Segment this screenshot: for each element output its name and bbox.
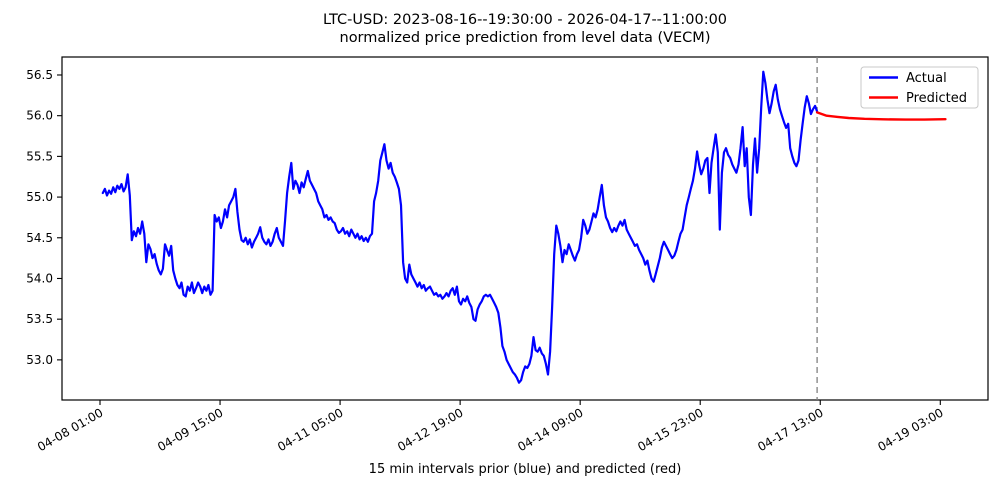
y-tick-label: 56.5 <box>26 68 53 82</box>
legend: Actual Predicted <box>860 66 979 109</box>
y-tick-label: 53.5 <box>26 312 53 326</box>
x-tick-label: 04-14 09:00 <box>515 405 585 454</box>
y-tick-label: 54.0 <box>26 271 53 285</box>
y-tick-label: 55.0 <box>26 190 53 204</box>
legend-entry-actual: Actual <box>869 71 947 86</box>
legend-label: Predicted <box>906 91 967 106</box>
plot-border <box>61 56 989 401</box>
legend-entry-predicted: Predicted <box>869 91 967 106</box>
actual-series-line <box>101 70 819 384</box>
y-tick-label: 55.5 <box>26 149 53 163</box>
x-tick-label: 04-15 23:00 <box>635 405 705 454</box>
x-tick-label: 04-12 19:00 <box>395 405 465 454</box>
predicted-series-line <box>815 111 947 121</box>
y-tick-label: 54.5 <box>26 231 53 245</box>
x-tick-label: 04-11 05:00 <box>275 405 345 454</box>
y-tick-label: 56.0 <box>26 109 53 123</box>
x-axis-label: 15 min intervals prior (blue) and predic… <box>368 462 682 477</box>
x-tick-label: 04-08 01:00 <box>35 405 105 454</box>
x-tick-label: 04-17 13:00 <box>755 405 825 454</box>
y-tick-label: 53.0 <box>26 353 53 367</box>
x-tick-label: 04-19 03:00 <box>875 405 945 454</box>
chart-subtitle: normalized price prediction from level d… <box>339 30 711 46</box>
legend-label: Actual <box>906 71 947 86</box>
chart-title: LTC-USD: 2023-08-16--19:30:00 - 2026-04-… <box>322 12 728 28</box>
x-tick-label: 04-09 15:00 <box>155 405 225 454</box>
